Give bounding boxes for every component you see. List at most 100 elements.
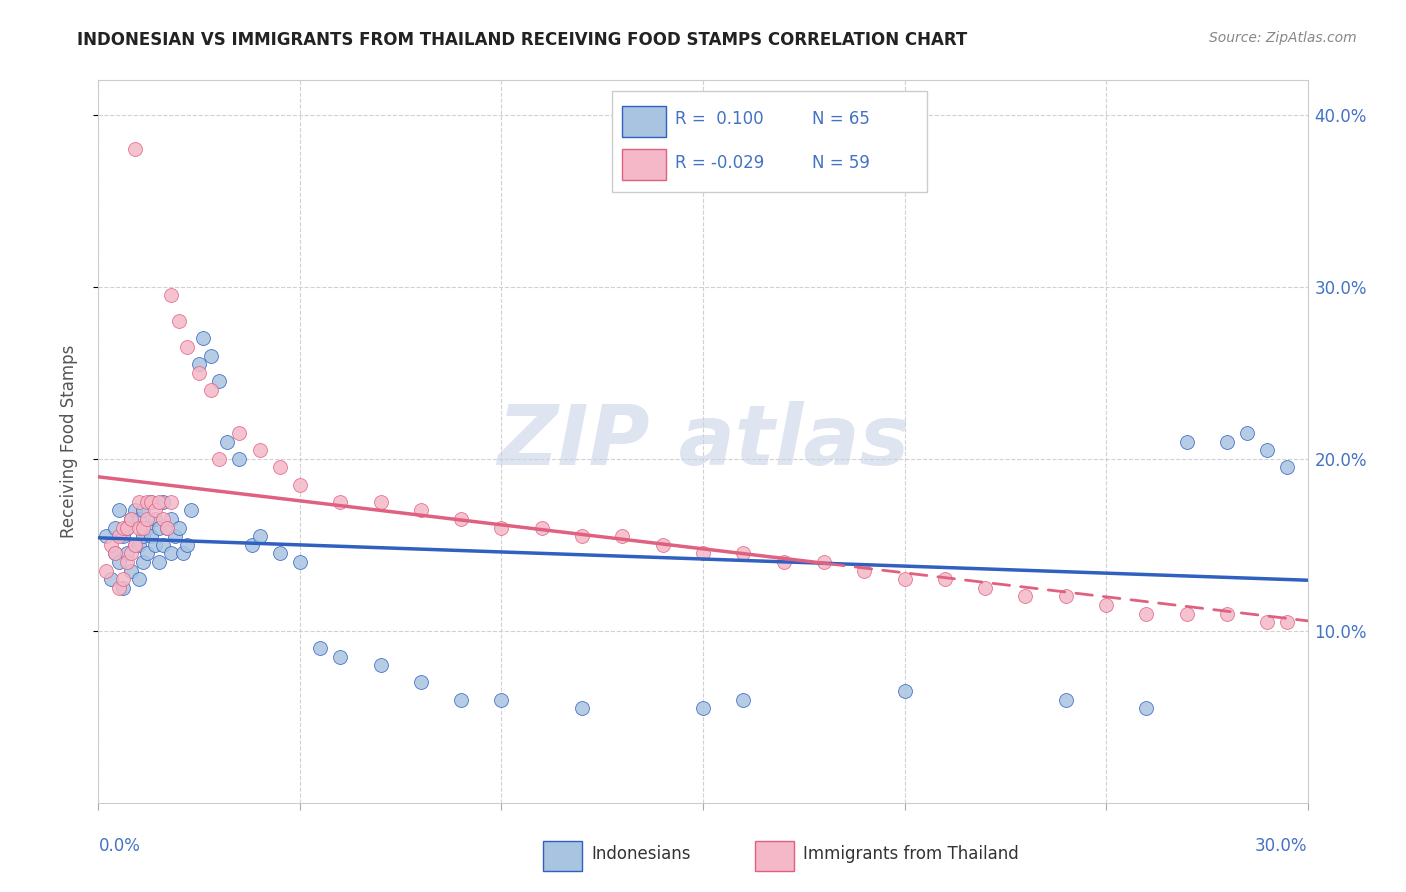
Point [160, 288, 183, 302]
Point [692, 546, 714, 560]
Point [571, 701, 593, 715]
Point [208, 375, 231, 389]
Point [853, 564, 876, 578]
Point [152, 512, 174, 526]
Point [1175, 434, 1198, 449]
Point [135, 494, 157, 508]
Point [128, 538, 150, 552]
Point [120, 512, 142, 526]
Point [128, 520, 150, 534]
Text: 0.0%: 0.0% [98, 838, 141, 855]
Point [148, 555, 170, 569]
Point [132, 503, 155, 517]
Point [409, 503, 432, 517]
Point [128, 494, 150, 508]
Point [530, 520, 553, 534]
Point [409, 675, 432, 690]
Point [143, 538, 166, 552]
Point [107, 555, 129, 569]
Point [152, 494, 174, 508]
Point [772, 555, 794, 569]
FancyBboxPatch shape [613, 91, 927, 193]
Point [139, 494, 162, 508]
Point [1256, 615, 1278, 630]
Point [733, 692, 755, 706]
Text: N = 59: N = 59 [811, 153, 870, 172]
Point [152, 538, 174, 552]
Point [491, 520, 513, 534]
Point [612, 529, 634, 543]
Point [893, 572, 915, 586]
Point [1216, 434, 1239, 449]
Point [651, 538, 673, 552]
Point [100, 538, 122, 552]
Point [172, 546, 194, 560]
Text: Source: ZipAtlas.com: Source: ZipAtlas.com [1209, 31, 1357, 45]
Point [115, 520, 138, 534]
Point [167, 314, 190, 328]
Point [120, 564, 142, 578]
Point [100, 572, 122, 586]
Point [160, 512, 183, 526]
FancyBboxPatch shape [621, 105, 665, 136]
Point [249, 443, 271, 458]
Text: Immigrants from Thailand: Immigrants from Thailand [803, 846, 1019, 863]
FancyBboxPatch shape [543, 841, 582, 871]
Point [269, 460, 291, 475]
Text: 30.0%: 30.0% [1256, 838, 1308, 855]
Point [934, 572, 956, 586]
Point [329, 649, 352, 664]
Point [491, 692, 513, 706]
Point [115, 520, 138, 534]
Point [1175, 607, 1198, 621]
Point [370, 494, 392, 508]
Point [188, 357, 211, 371]
Point [120, 546, 142, 560]
Point [370, 658, 392, 673]
Point [1256, 443, 1278, 458]
Text: ZIP atlas: ZIP atlas [496, 401, 910, 482]
Point [135, 512, 157, 526]
Point [111, 581, 134, 595]
Point [135, 546, 157, 560]
Point [450, 512, 472, 526]
Point [124, 142, 146, 156]
Point [450, 692, 472, 706]
Point [139, 494, 162, 508]
Text: N = 65: N = 65 [811, 111, 870, 128]
Point [1277, 460, 1299, 475]
Point [217, 434, 239, 449]
Point [143, 503, 166, 517]
Text: R = -0.029: R = -0.029 [675, 153, 765, 172]
Point [156, 520, 179, 534]
Point [163, 529, 186, 543]
Point [1014, 590, 1036, 604]
Point [1236, 425, 1258, 440]
Point [96, 564, 118, 578]
Point [96, 529, 118, 543]
Point [128, 572, 150, 586]
Point [1135, 607, 1157, 621]
Point [228, 451, 250, 466]
Point [188, 366, 211, 380]
Point [176, 340, 198, 354]
Point [813, 555, 835, 569]
Point [111, 572, 134, 586]
Point [148, 494, 170, 508]
Point [176, 538, 198, 552]
Point [288, 477, 311, 491]
FancyBboxPatch shape [755, 841, 793, 871]
Point [132, 520, 155, 534]
Point [132, 555, 155, 569]
Point [974, 581, 997, 595]
Point [1135, 701, 1157, 715]
Y-axis label: Receiving Food Stamps: Receiving Food Stamps [59, 345, 77, 538]
Point [156, 520, 179, 534]
Point [200, 349, 222, 363]
Point [200, 383, 222, 397]
Point [111, 520, 134, 534]
Point [107, 581, 129, 595]
Point [115, 546, 138, 560]
Point [1054, 590, 1077, 604]
Text: INDONESIAN VS IMMIGRANTS FROM THAILAND RECEIVING FOOD STAMPS CORRELATION CHART: INDONESIAN VS IMMIGRANTS FROM THAILAND R… [77, 31, 967, 49]
